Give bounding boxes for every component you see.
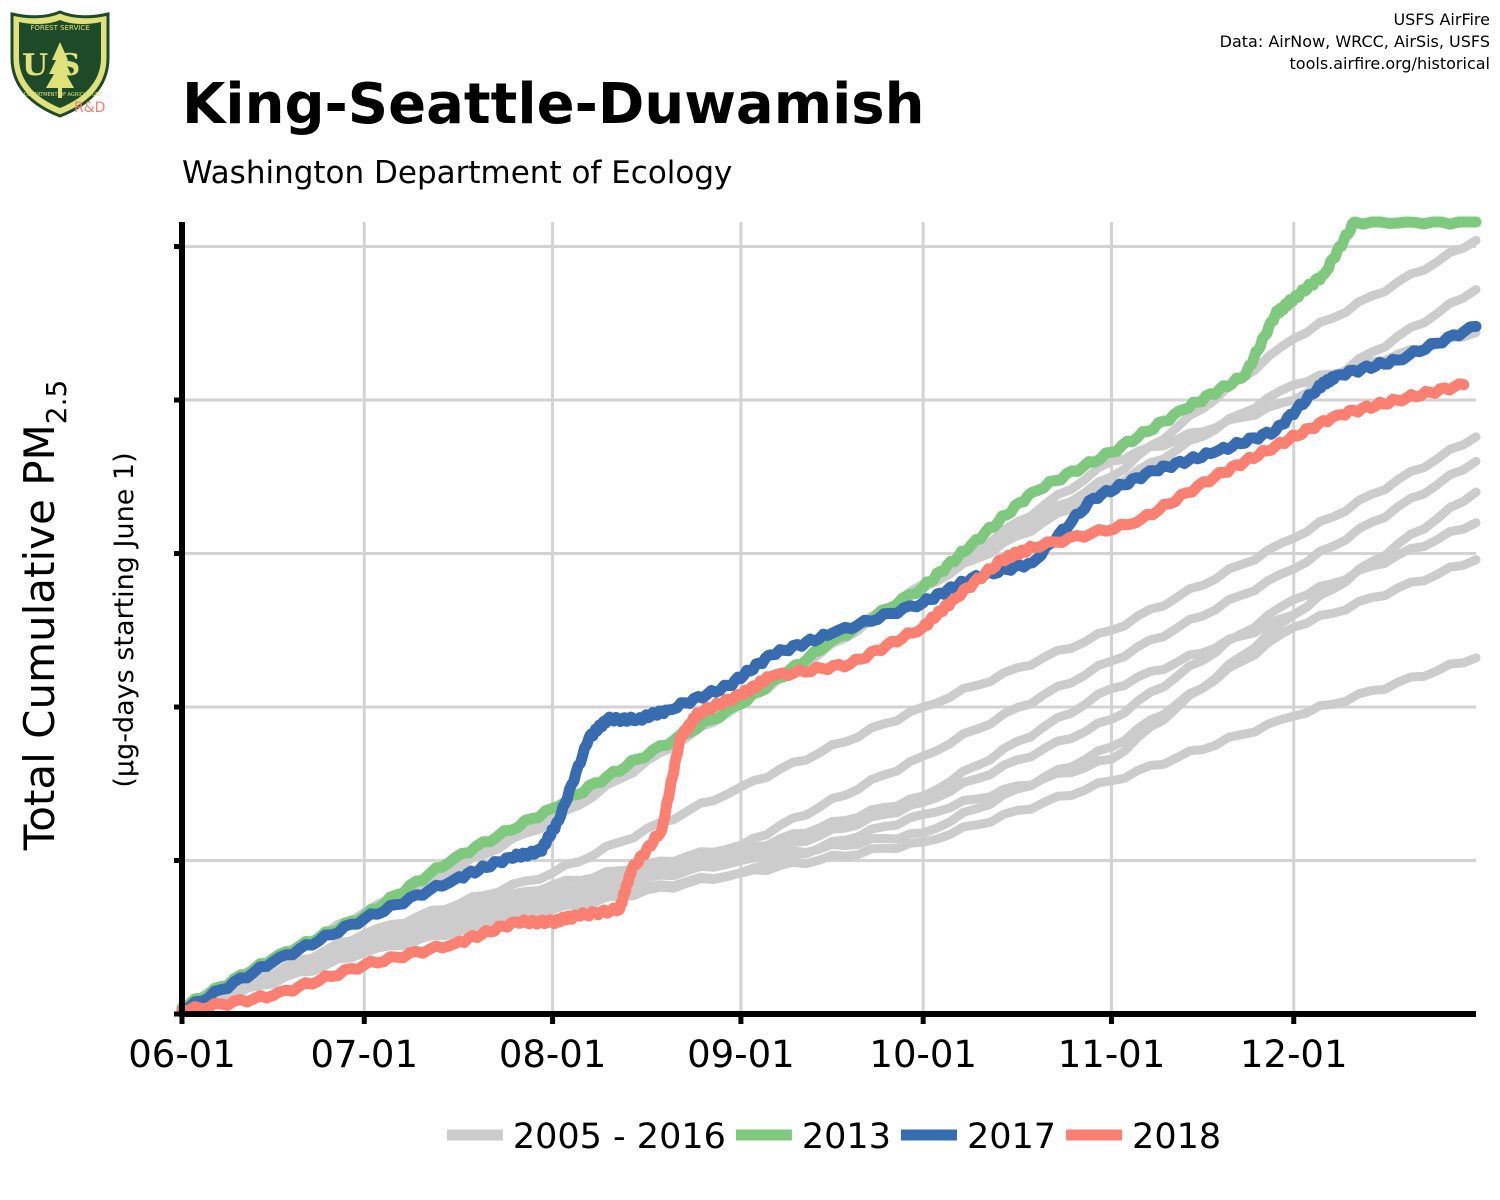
series-line-2013 — [176, 216, 1482, 1014]
credit-data-sources: Data: AirNow, WRCC, AirSis, USFS — [1219, 32, 1490, 51]
logo-top-text: FOREST SERVICE — [30, 24, 90, 32]
history-line-7 — [177, 653, 1481, 1016]
credit-url: tools.airfire.org/historical — [1289, 54, 1490, 73]
legend-label-1: 2013 — [802, 1117, 891, 1157]
history-series-group — [177, 235, 1481, 1016]
x-tick-label-08-01: 08-01 — [499, 1033, 607, 1076]
legend-label-3: 2018 — [1132, 1117, 1221, 1157]
legend-label-2: 2017 — [967, 1117, 1056, 1157]
y-axis-units-label: (µg-days starting June 1) — [109, 452, 140, 787]
x-tick-label-11-01: 11-01 — [1058, 1033, 1166, 1076]
legend-label-0: 2005 - 2016 — [513, 1117, 726, 1157]
legend: 2005 - 2016 2013 2017 2018 — [446, 1117, 1221, 1157]
series-line-2018 — [176, 378, 1470, 1017]
y-axis-label-subscript: 2.5 — [40, 380, 73, 425]
forest-service-shield-logo: U S FOREST SERVICE DEPARTMENT OF AGRICUL… — [8, 8, 112, 120]
y-axis-label-text: Total Cumulative PM — [15, 424, 64, 851]
axes — [174, 222, 1476, 1024]
x-tick-label-07-01: 07-01 — [310, 1033, 418, 1076]
x-tick-label-06-01: 06-01 — [128, 1033, 236, 1076]
logo-bottom-text: DEPARTMENT OF AGRICULTURE — [24, 92, 103, 98]
series-line-2017 — [176, 320, 1482, 1017]
logo-letters: U S — [22, 48, 81, 83]
x-tick-label-09-01: 09-01 — [687, 1033, 795, 1076]
grid-lines — [182, 222, 1476, 1014]
history-line-9 — [177, 432, 1481, 1016]
rd-label: R&D — [74, 100, 106, 116]
highlight-series-group — [176, 216, 1482, 1017]
x-tick-labels: 06-01 07-01 08-01 09-01 10-01 11-01 12-01 — [128, 1033, 1347, 1076]
x-tick-label-12-01: 12-01 — [1240, 1033, 1348, 1076]
x-tick-label-10-01: 10-01 — [869, 1033, 977, 1076]
chart-subtitle: Washington Department of Ecology — [182, 155, 733, 191]
chart-title: King-Seattle-Duwamish — [182, 72, 925, 137]
y-axis-label: Total Cumulative PM2.5 — [15, 380, 73, 852]
history-line-8 — [177, 487, 1481, 1016]
credit-airfire: USFS AirFire — [1393, 10, 1490, 29]
